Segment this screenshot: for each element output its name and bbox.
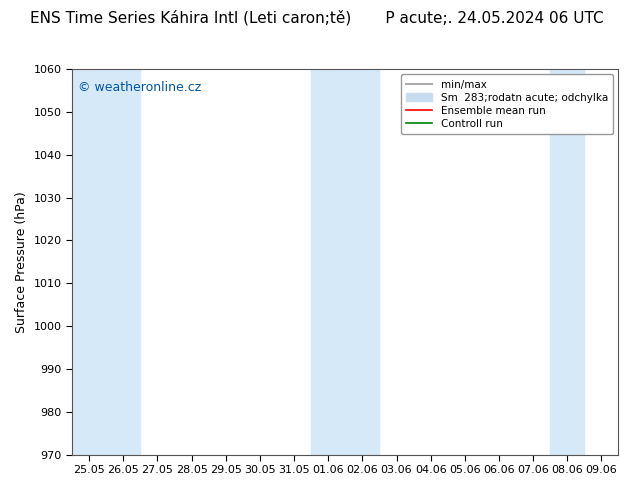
Bar (550, 69, 585, 455)
Bar (311, 69, 379, 455)
Legend: min/max, Sm  283;rodatn acute; odchylka, Ensemble mean run, Controll run: min/max, Sm 283;rodatn acute; odchylka, … (401, 74, 613, 134)
Y-axis label: Surface Pressure (hPa): Surface Pressure (hPa) (15, 191, 28, 333)
Text: ENS Time Series Káhira Intl (Leti caron;tě)       P acute;. 24.05.2024 06 UTC: ENS Time Series Káhira Intl (Leti caron;… (30, 10, 604, 25)
Text: © weatheronline.cz: © weatheronline.cz (77, 81, 201, 94)
Bar (72, 69, 140, 455)
